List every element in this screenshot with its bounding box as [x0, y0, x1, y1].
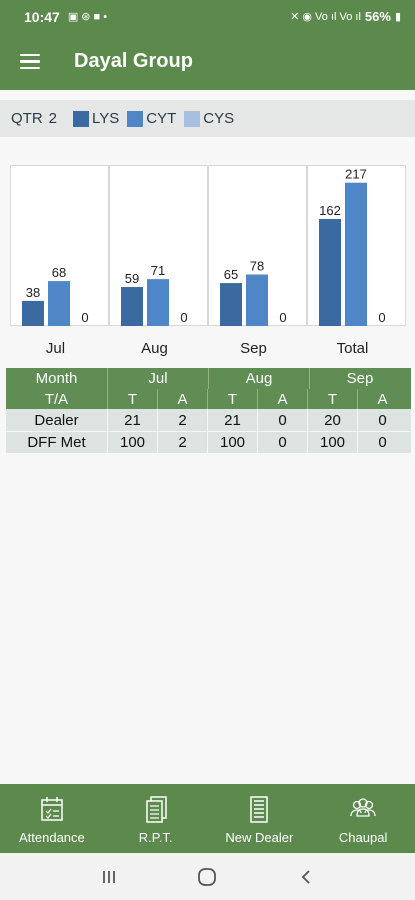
bottom-navigation: Attendance R.P.T. New Dealer	[0, 784, 415, 853]
row-label: DFF Met	[27, 434, 86, 451]
data-label: 78	[250, 258, 264, 273]
building-icon	[250, 796, 269, 823]
category-label: Aug	[141, 340, 168, 357]
table-cell: 2	[157, 409, 207, 431]
notification-icons: ▣ ⊛ ■ •	[67, 11, 108, 23]
legend-item-lys: LYS	[73, 110, 119, 127]
page-title: Dayal Group	[74, 50, 193, 72]
data-label: 0	[279, 310, 286, 325]
bar-cyt-sep	[246, 274, 268, 326]
ta-header-cell: T	[307, 389, 357, 409]
month-header-sep: Sep	[309, 368, 410, 389]
data-label: 162	[319, 203, 341, 218]
legend-swatch-cyt	[127, 110, 144, 127]
category-label: Jul	[46, 340, 65, 357]
table-cell: 100	[107, 432, 157, 453]
table-cell: 21	[207, 409, 257, 431]
quarter-value: 2	[48, 110, 58, 127]
table-cell: 100	[307, 432, 357, 453]
ta-header-cell: A	[257, 389, 307, 409]
legend-label-lys: LYS	[92, 110, 120, 127]
table-cell: 0	[357, 409, 407, 431]
table-header-row: Month Jul Aug Sep	[6, 368, 411, 389]
data-label: 217	[345, 167, 367, 182]
nav-attendance[interactable]: Attendance	[0, 784, 104, 853]
data-label: 65	[224, 267, 238, 282]
table-cell: 100	[207, 432, 257, 453]
table-subheader-row: T/A T A T A T A	[6, 389, 411, 409]
ta-header-cell: A	[157, 389, 207, 409]
legend-label-cys: CYS	[203, 110, 235, 127]
month-header-jul: Jul	[107, 368, 208, 389]
status-bar: 10:47 ▣ ⊛ ■ • ✕ ◉ Vo ıl Vo ıl 56% ▮	[0, 0, 415, 33]
bar-lys-total	[319, 219, 341, 326]
data-label: 38	[26, 285, 40, 300]
month-header-aug: Aug	[208, 368, 309, 389]
nav-label: Chaupal	[338, 830, 388, 845]
attendance-icon	[41, 797, 63, 821]
recent-apps-icon[interactable]	[89, 862, 129, 892]
table-cell: 2	[157, 432, 207, 453]
data-label: 71	[151, 263, 165, 278]
table-cell: 0	[257, 409, 307, 431]
ta-header-cell: T	[207, 389, 257, 409]
summary-table: Month Jul Aug Sep T/A T A T A T A Dealer…	[6, 368, 411, 453]
ta-header-cell: T	[107, 389, 157, 409]
nav-label: R.P.T.	[138, 830, 173, 845]
app-bar: Dayal Group	[0, 33, 415, 90]
data-label: 0	[81, 310, 88, 325]
back-icon[interactable]	[286, 862, 326, 892]
data-label: 0	[180, 310, 187, 325]
quarter-label: QTR	[11, 110, 43, 127]
nav-rpt[interactable]: R.P.T.	[104, 784, 208, 853]
system-navigation-bar	[0, 853, 415, 900]
bar-lys-jul	[22, 300, 44, 326]
category-label: Sep	[240, 340, 267, 357]
ta-header-label: T/A	[44, 390, 69, 408]
battery-icon: ▮	[394, 11, 401, 23]
legend-bar: QTR 2 LYS CYT CYS	[0, 100, 415, 137]
battery-level: 56%	[364, 9, 391, 24]
bar-cyt-aug	[147, 279, 169, 326]
data-label: 59	[125, 271, 139, 286]
row-label: Dealer	[34, 411, 79, 429]
nav-chaupal[interactable]: Chaupal	[311, 784, 415, 853]
bar-chart-svg: 38 68 0 Jul 59 71 0 Aug 65 78 0 Sep 162 217 0 Total	[10, 165, 406, 357]
bar-lys-aug	[121, 287, 143, 326]
bar-cyt-total	[345, 182, 367, 326]
month-header-label: Month	[35, 370, 78, 387]
nav-label: New Dealer	[225, 830, 294, 845]
data-label: 0	[378, 310, 385, 325]
table-cell: 20	[307, 409, 357, 431]
bar-chart: 38 68 0 Jul 59 71 0 Aug 65 78 0 Sep 162 217 0 Total	[10, 165, 406, 360]
table-row: Dealer 21 2 21 0 20 0	[6, 409, 411, 431]
legend-swatch-lys	[73, 110, 90, 127]
data-label: 68	[52, 265, 66, 280]
hamburger-menu-icon[interactable]	[2, 33, 58, 90]
nav-label: Attendance	[18, 830, 85, 845]
legend-label-cyt: CYT	[146, 110, 177, 127]
report-icon	[145, 796, 167, 823]
ta-header-cell: A	[357, 389, 407, 409]
legend-item-cys: CYS	[184, 110, 234, 127]
quarter-selector[interactable]: QTR 2	[11, 110, 57, 127]
signal-icons: ✕ ◉ Vo ıl Vo ıl	[290, 11, 361, 23]
category-label: Total	[337, 340, 369, 357]
status-time: 10:47	[24, 8, 60, 25]
bar-lys-sep	[220, 283, 242, 326]
nav-new-dealer[interactable]: New Dealer	[208, 784, 312, 853]
bar-cyt-jul	[48, 281, 70, 326]
table-cell: 21	[107, 409, 157, 431]
group-icon	[350, 798, 376, 817]
legend-swatch-cys	[184, 110, 201, 127]
legend-item-cyt: CYT	[127, 110, 176, 127]
table-cell: 0	[357, 432, 407, 453]
table-row: DFF Met 100 2 100 0 100 0	[6, 431, 411, 453]
home-icon[interactable]	[187, 862, 227, 892]
table-cell: 0	[257, 432, 307, 453]
